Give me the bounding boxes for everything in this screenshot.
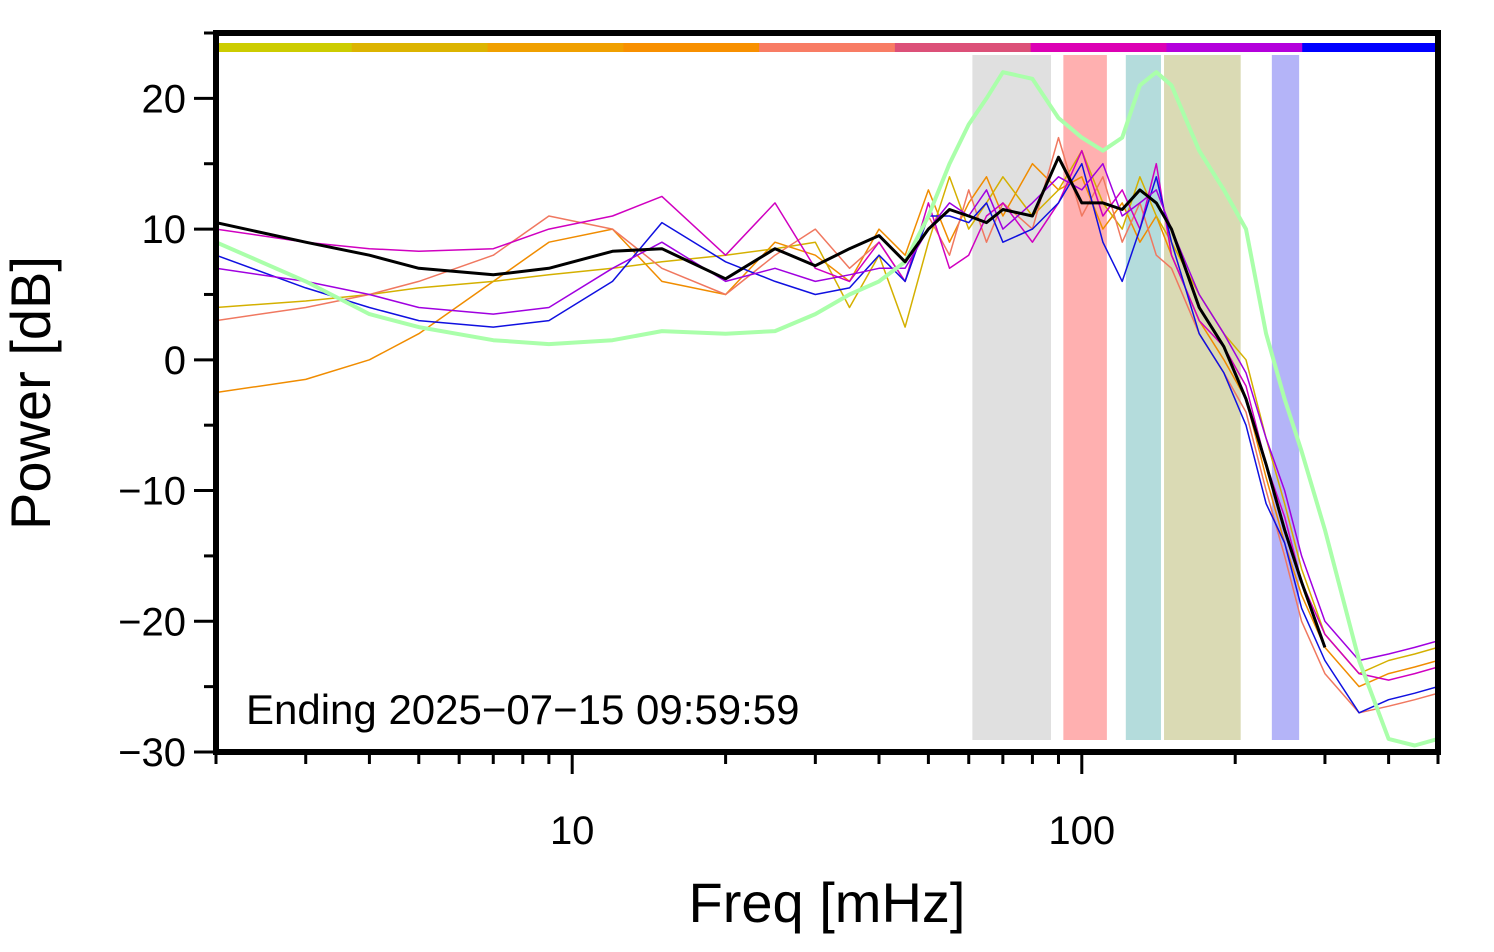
series-line	[216, 162, 1438, 714]
x-axis-title: Freq [mHz]	[689, 871, 966, 934]
colorbar-segment	[216, 43, 353, 52]
axes: −30 −20 −10 0 10 20 10 100	[118, 31, 1440, 853]
colorbar	[216, 43, 1439, 52]
lines	[216, 70, 1438, 748]
y-tick-label: 20	[142, 77, 187, 121]
y-axis-title: Power [dB]	[0, 256, 62, 530]
colorbar-segment	[623, 43, 760, 52]
colorbar-segment	[351, 43, 489, 52]
annotation: Ending 2025−07−15 09:59:59	[246, 686, 800, 733]
series-line	[216, 155, 1327, 648]
x-tick-label: 10	[550, 809, 595, 853]
colorbar-segment	[487, 43, 624, 52]
colorbar-segment	[1302, 43, 1439, 52]
series-line	[216, 149, 1438, 681]
series-line	[216, 149, 1438, 675]
x-tick-label: 100	[1048, 809, 1115, 853]
colorbar-segment	[759, 43, 896, 52]
colorbar-segment	[1166, 43, 1303, 52]
plot-frame	[213, 30, 1441, 755]
y-tick-label: 10	[142, 208, 187, 252]
colorbar-segment	[1030, 43, 1167, 52]
colorbar-segment	[894, 43, 1032, 52]
freq-band	[972, 55, 1051, 740]
y-tick-label: −10	[118, 470, 186, 514]
series-line	[216, 162, 1438, 688]
series-line	[216, 162, 1438, 662]
freq-band	[1125, 55, 1161, 740]
y-tick-label: −30	[118, 731, 186, 775]
y-tick-label: 0	[164, 339, 186, 383]
series-line	[216, 70, 1438, 748]
freq-band	[1164, 55, 1241, 740]
y-tick-label: −20	[118, 600, 186, 644]
bands	[972, 55, 1300, 740]
